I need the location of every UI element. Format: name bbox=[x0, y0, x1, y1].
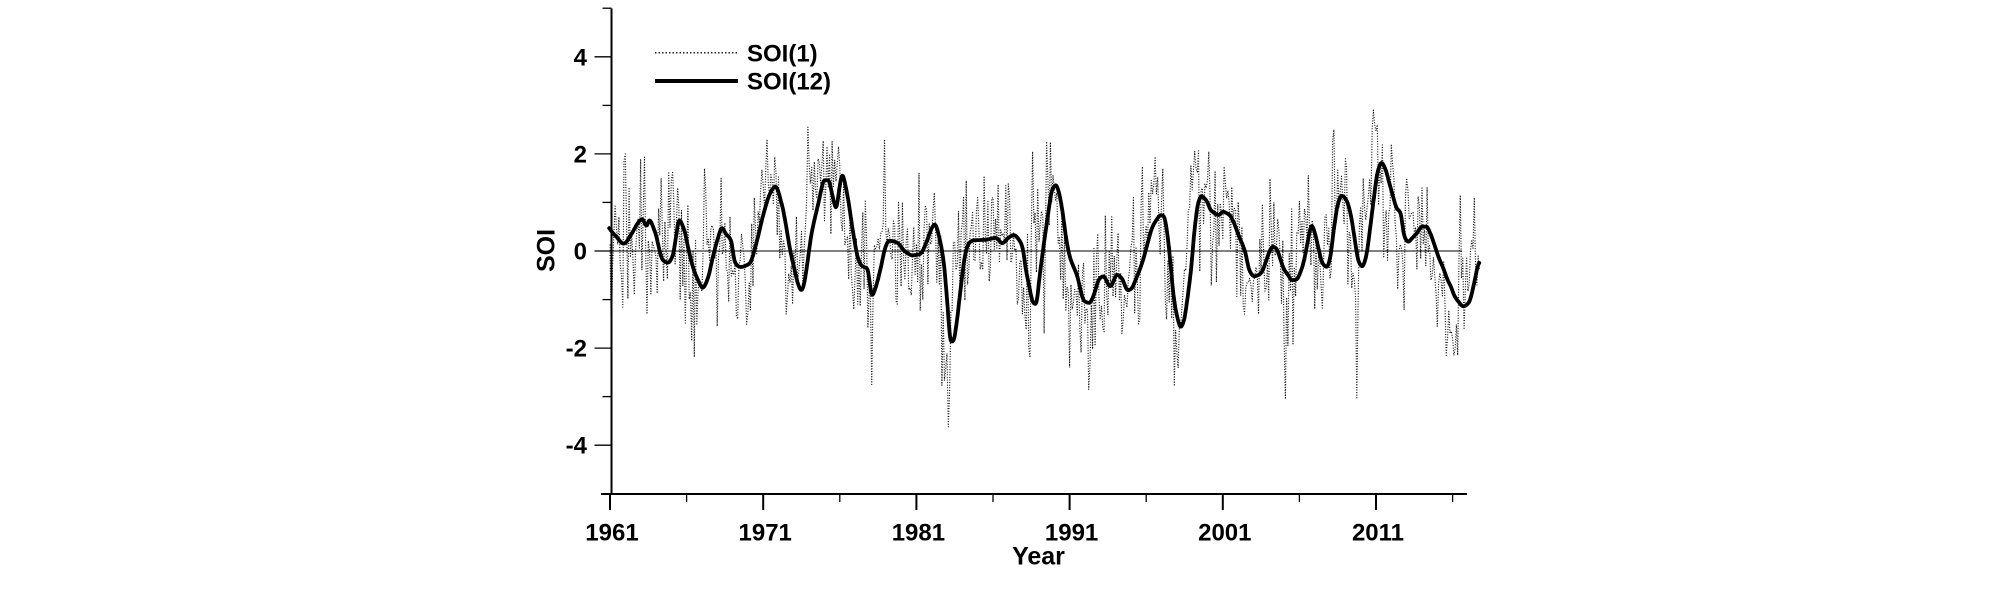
svg-text:-4: -4 bbox=[566, 433, 588, 460]
svg-text:2: 2 bbox=[574, 141, 587, 168]
svg-text:2011: 2011 bbox=[1352, 520, 1404, 547]
svg-text:1991: 1991 bbox=[1045, 520, 1098, 547]
svg-text:1961: 1961 bbox=[585, 520, 638, 547]
svg-text:SOI(1): SOI(1) bbox=[747, 40, 818, 67]
svg-text:2001: 2001 bbox=[1198, 520, 1251, 547]
svg-text:SOI(12): SOI(12) bbox=[747, 69, 831, 96]
svg-text:SOI: SOI bbox=[533, 229, 561, 272]
svg-text:1971: 1971 bbox=[739, 520, 792, 547]
svg-text:0: 0 bbox=[574, 239, 587, 266]
svg-text:-2: -2 bbox=[566, 336, 587, 363]
svg-text:Year: Year bbox=[1012, 543, 1065, 571]
svg-text:1981: 1981 bbox=[892, 520, 945, 547]
svg-text:4: 4 bbox=[574, 44, 588, 71]
